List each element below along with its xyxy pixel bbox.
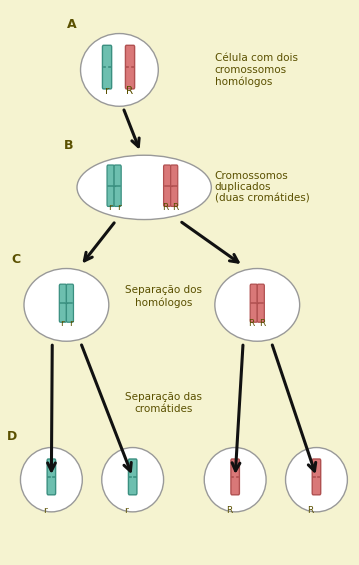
Text: r: r	[125, 506, 128, 515]
Text: r: r	[43, 506, 47, 515]
Text: C: C	[11, 253, 20, 266]
FancyBboxPatch shape	[257, 284, 264, 322]
Ellipse shape	[204, 447, 266, 512]
Ellipse shape	[20, 447, 82, 512]
Ellipse shape	[285, 447, 348, 512]
Text: Separação das
cromátides: Separação das cromátides	[125, 392, 202, 414]
FancyBboxPatch shape	[171, 165, 178, 206]
FancyBboxPatch shape	[129, 459, 137, 495]
Text: A: A	[67, 18, 77, 31]
FancyBboxPatch shape	[102, 45, 112, 89]
Text: R: R	[226, 506, 232, 515]
Text: r: r	[69, 319, 73, 328]
Text: r: r	[60, 319, 64, 328]
FancyBboxPatch shape	[107, 165, 114, 206]
Ellipse shape	[77, 155, 211, 220]
Text: B: B	[64, 140, 74, 153]
Text: R: R	[259, 319, 265, 328]
Text: R: R	[126, 85, 133, 95]
FancyBboxPatch shape	[114, 165, 121, 206]
Ellipse shape	[80, 33, 158, 106]
Text: Separação dos
homólogos: Separação dos homólogos	[125, 285, 202, 307]
Ellipse shape	[215, 268, 300, 341]
Text: D: D	[7, 430, 17, 443]
Text: R: R	[172, 203, 178, 212]
FancyBboxPatch shape	[250, 284, 257, 322]
FancyBboxPatch shape	[47, 459, 56, 495]
FancyBboxPatch shape	[164, 165, 171, 206]
Text: Célula com dois
cromossomos
homólogos: Célula com dois cromossomos homólogos	[215, 53, 298, 87]
Text: r: r	[108, 203, 111, 212]
Ellipse shape	[102, 447, 164, 512]
Text: R: R	[162, 203, 168, 212]
FancyBboxPatch shape	[59, 284, 66, 322]
FancyBboxPatch shape	[66, 284, 74, 322]
FancyBboxPatch shape	[125, 45, 135, 89]
Text: r: r	[117, 203, 121, 212]
Text: r: r	[104, 85, 109, 95]
FancyBboxPatch shape	[312, 459, 321, 495]
Text: R: R	[307, 506, 313, 515]
Text: R: R	[248, 319, 255, 328]
FancyBboxPatch shape	[231, 459, 239, 495]
Ellipse shape	[24, 268, 109, 341]
Text: Cromossomos
duplicados
(duas cromátides): Cromossomos duplicados (duas cromátides)	[215, 171, 309, 204]
